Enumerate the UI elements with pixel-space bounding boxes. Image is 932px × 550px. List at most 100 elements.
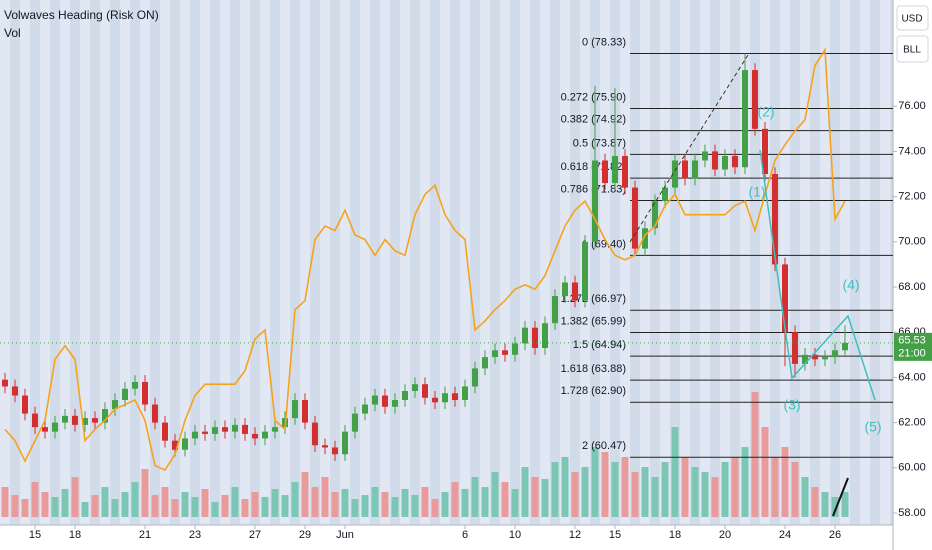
wave-line <box>759 149 876 401</box>
candle-body <box>462 386 468 401</box>
volume-bar <box>491 472 499 517</box>
volume-bar <box>201 489 209 517</box>
fib-label: 1 (69.40) <box>582 238 626 250</box>
candle-body <box>162 422 168 441</box>
candle-body <box>762 128 768 175</box>
volume-bar <box>631 472 639 517</box>
candle-body <box>242 424 248 434</box>
volume-bar <box>11 495 19 517</box>
candle-body <box>832 350 838 358</box>
volume-bar <box>431 499 439 517</box>
candle-body <box>332 447 338 455</box>
y-tick-label: 60.00 <box>898 462 926 474</box>
candle-body <box>112 400 118 410</box>
candle-body <box>442 393 448 403</box>
fib-label: 1.382 (65.99) <box>561 315 626 327</box>
volume-bar <box>591 447 599 517</box>
candle-body <box>2 379 8 387</box>
volume-bar <box>711 477 719 517</box>
volume-bar <box>541 479 549 517</box>
candle-body <box>382 395 388 407</box>
candle-body <box>132 381 138 389</box>
x-tick-label: 24 <box>779 529 791 541</box>
volume-bar <box>781 447 789 517</box>
volume-bar <box>71 477 79 517</box>
volume-bar <box>301 472 309 517</box>
candle-body <box>272 427 278 432</box>
volume-bar <box>121 492 129 517</box>
candle-body <box>292 400 298 419</box>
symbol[interactable]: BLL <box>903 45 921 56</box>
volume-bar <box>741 447 749 517</box>
volume-bar <box>81 502 89 517</box>
y-tick-label: 70.00 <box>898 236 926 248</box>
volume-bar <box>171 499 179 517</box>
last-time: 21:00 <box>898 348 926 360</box>
candle-body <box>602 160 608 184</box>
candle-body <box>712 151 718 170</box>
candle-body <box>142 381 148 405</box>
volume-bar <box>251 492 259 517</box>
candle-body <box>52 422 58 432</box>
x-tick-label: 21 <box>139 529 151 541</box>
volume-bar <box>51 497 59 517</box>
volume-bar <box>401 489 409 517</box>
candle-body <box>402 390 408 401</box>
volume-bar <box>561 457 569 517</box>
volume-bar <box>581 467 589 517</box>
volume-bar <box>111 499 119 517</box>
volume-bar <box>821 492 829 517</box>
y-tick-label: 76.00 <box>898 100 926 112</box>
candle-body <box>452 393 458 401</box>
volume-bar <box>221 495 229 517</box>
volume-bar <box>161 487 169 517</box>
x-tick-label: 6 <box>462 529 468 541</box>
volume-bar <box>211 502 219 517</box>
volume-bar <box>551 462 559 517</box>
candle-body <box>802 354 808 364</box>
candle-body <box>32 413 38 428</box>
volume-bar <box>671 427 679 517</box>
candle-body <box>72 415 78 425</box>
volume-bar <box>801 477 809 517</box>
candle-body <box>522 327 528 344</box>
y-tick-label: 64.00 <box>898 371 926 383</box>
wave-label: (1) <box>748 184 765 200</box>
candle-body <box>202 431 208 434</box>
volume-bar <box>621 457 629 517</box>
volume-bar <box>241 499 249 517</box>
volume-bar <box>21 499 29 517</box>
volume-bar <box>361 495 369 517</box>
fib-label: 0 (78.33) <box>582 36 626 48</box>
candle-body <box>22 395 28 414</box>
x-tick-label: 23 <box>189 529 201 541</box>
wave-label: (3) <box>783 397 800 413</box>
fib-label: 1.272 (66.97) <box>561 293 626 305</box>
volume-bar <box>421 487 429 517</box>
candle-body <box>552 296 558 324</box>
candle-body <box>752 70 758 129</box>
candle-body <box>302 400 308 423</box>
fib-label: 1.618 (63.88) <box>561 363 626 375</box>
candle-body <box>812 354 818 360</box>
trend-dash <box>629 54 749 243</box>
candle-body <box>172 440 178 450</box>
currency-box[interactable] <box>896 5 929 31</box>
candle-body <box>42 427 48 432</box>
symbol-box[interactable] <box>896 35 929 63</box>
candle-body <box>432 397 438 403</box>
candle-body <box>312 422 318 446</box>
currency[interactable]: USD <box>901 14 922 25</box>
candle-body <box>782 264 788 333</box>
candle-body <box>742 70 748 168</box>
candle-body <box>182 438 188 450</box>
volume-bar <box>451 482 459 517</box>
candle-body <box>322 445 328 448</box>
x-tick-label: 15 <box>29 529 41 541</box>
volume-bar <box>181 492 189 517</box>
volume-bar <box>31 482 39 517</box>
volume-bar <box>391 497 399 517</box>
y-axis-panel <box>893 0 932 550</box>
volume-bar <box>151 495 159 517</box>
x-tick-label: 18 <box>669 529 681 541</box>
